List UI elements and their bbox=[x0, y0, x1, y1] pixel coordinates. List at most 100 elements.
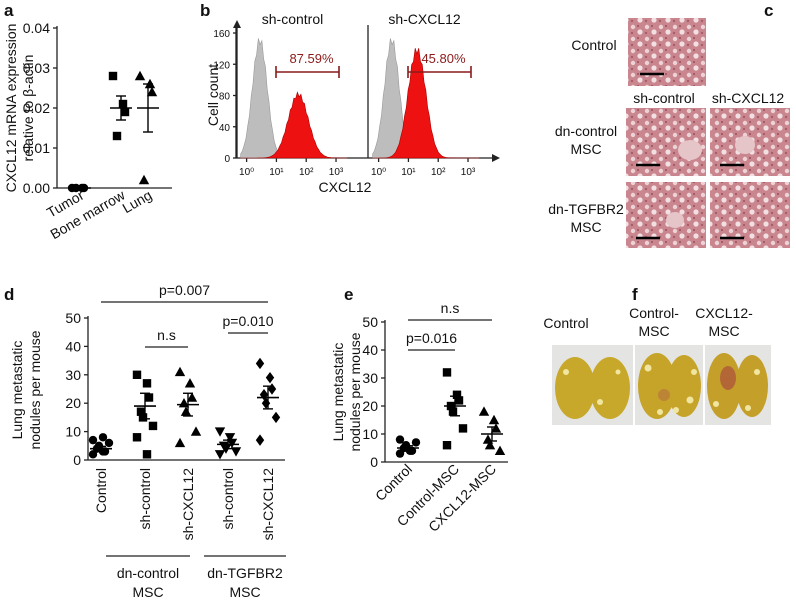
error-bar bbox=[96, 445, 106, 452]
axis-arrow bbox=[492, 154, 500, 162]
x-tick-label: 10¹ bbox=[401, 167, 416, 178]
x-tick-label: 10² bbox=[431, 167, 446, 178]
data-point bbox=[490, 423, 502, 433]
data-point bbox=[452, 390, 462, 399]
row-label: MSC bbox=[570, 219, 601, 235]
error-bar bbox=[487, 426, 497, 442]
data-point bbox=[186, 392, 198, 402]
y-tick-label: 40 bbox=[65, 338, 81, 354]
gate-label: 45.80% bbox=[421, 51, 466, 66]
data-point bbox=[98, 433, 108, 442]
data-point bbox=[184, 378, 196, 388]
y-tick-label: 10 bbox=[362, 426, 378, 442]
gate-label: 87.59% bbox=[289, 51, 334, 66]
x-tick-label: Lung bbox=[120, 187, 155, 216]
x-axis-label: CXCL12 bbox=[319, 179, 372, 195]
data-point bbox=[118, 99, 128, 109]
panel-letter: c bbox=[764, 1, 773, 20]
group-label: dn-control bbox=[117, 565, 179, 581]
x-tick-label: 10⁰ bbox=[371, 167, 386, 178]
annotation: p=0.016 bbox=[406, 330, 457, 346]
x-tick-label: 10³ bbox=[461, 167, 476, 178]
data-point bbox=[174, 366, 186, 377]
axis-arrow bbox=[233, 20, 241, 28]
y-tick-label: 50 bbox=[362, 314, 378, 330]
y-tick-label: 10 bbox=[65, 424, 81, 440]
error-bar bbox=[140, 392, 150, 420]
y-tick-label: 0.00 bbox=[23, 180, 50, 196]
error-bar bbox=[263, 385, 273, 410]
y-tick-label: 0 bbox=[224, 154, 230, 165]
x-tick-label: 10² bbox=[299, 167, 314, 178]
histogram bbox=[240, 91, 348, 159]
row-label: dn-control bbox=[555, 123, 617, 139]
data-point bbox=[494, 445, 506, 455]
y-tick-label: 0 bbox=[73, 452, 81, 468]
panel-letter: d bbox=[4, 285, 14, 304]
y-tick-label: 50 bbox=[65, 310, 81, 326]
data-point bbox=[261, 397, 271, 409]
error-bar bbox=[116, 95, 126, 121]
lungs bbox=[555, 353, 768, 419]
row-label: Control bbox=[571, 37, 616, 53]
panel-letter: e bbox=[344, 285, 353, 304]
data-point bbox=[148, 421, 158, 431]
x-tick-label: 10³ bbox=[329, 167, 344, 178]
tissue-nodule bbox=[666, 212, 684, 228]
tissue-nodule bbox=[678, 140, 702, 160]
x-tick-label: sh-CXCL12 bbox=[260, 468, 276, 541]
error-bar bbox=[223, 439, 233, 450]
x-tick-label: sh-control bbox=[220, 468, 236, 529]
y-tick-label: 40 bbox=[219, 123, 231, 134]
data-point bbox=[120, 107, 130, 117]
tissue-nodule bbox=[735, 136, 755, 154]
data-point bbox=[112, 131, 122, 141]
photos-panel: Control Control- MSC CXCL12- MSC bbox=[543, 305, 771, 425]
y-tick-label: 20 bbox=[362, 398, 378, 414]
y-tick-label: 30 bbox=[362, 370, 378, 386]
data-point bbox=[458, 424, 468, 433]
data-point bbox=[484, 440, 496, 450]
data-point bbox=[224, 433, 236, 443]
data-point bbox=[255, 434, 265, 446]
annotation: n.s bbox=[157, 327, 176, 343]
x-tick-label: Control bbox=[372, 461, 415, 504]
y-axis-label: nodules per mouse bbox=[27, 330, 43, 449]
data-point bbox=[132, 433, 142, 442]
data-point bbox=[142, 450, 152, 459]
group-label: MSC bbox=[132, 584, 163, 600]
error-bar bbox=[183, 392, 193, 417]
data-point bbox=[134, 70, 146, 81]
panel-letter: f bbox=[632, 285, 638, 304]
x-tick-label: Control bbox=[93, 468, 109, 513]
data-point bbox=[108, 71, 118, 81]
error-bar bbox=[403, 445, 413, 451]
data-point bbox=[214, 427, 226, 437]
data-point bbox=[104, 438, 114, 448]
annotation: p=0.007 bbox=[159, 282, 210, 298]
data-point bbox=[259, 388, 269, 401]
data-point bbox=[478, 406, 490, 416]
data-point bbox=[230, 447, 242, 457]
error-bar bbox=[143, 83, 153, 133]
scale-bars bbox=[636, 72, 744, 240]
y-axis-label: Lung metastatic bbox=[9, 341, 25, 440]
data-point bbox=[454, 396, 464, 405]
panel-letter: b bbox=[200, 1, 210, 20]
y-tick-label: 120 bbox=[213, 60, 230, 71]
histology-image bbox=[628, 18, 706, 86]
photo-label: MSC bbox=[708, 323, 739, 339]
photo-label: CXCL12- bbox=[695, 305, 753, 321]
y-axis-label: relative to β-actin bbox=[20, 55, 36, 162]
data-point bbox=[142, 379, 152, 388]
y-tick-label: 20 bbox=[65, 395, 81, 411]
group-label: MSC bbox=[229, 584, 260, 600]
data-point bbox=[265, 371, 275, 384]
photo-label: MSC bbox=[638, 323, 669, 339]
data-point bbox=[411, 438, 421, 447]
y-axis-label: Cell count bbox=[205, 64, 221, 126]
x-tick-label: 10¹ bbox=[269, 167, 284, 178]
data-point bbox=[146, 86, 158, 97]
